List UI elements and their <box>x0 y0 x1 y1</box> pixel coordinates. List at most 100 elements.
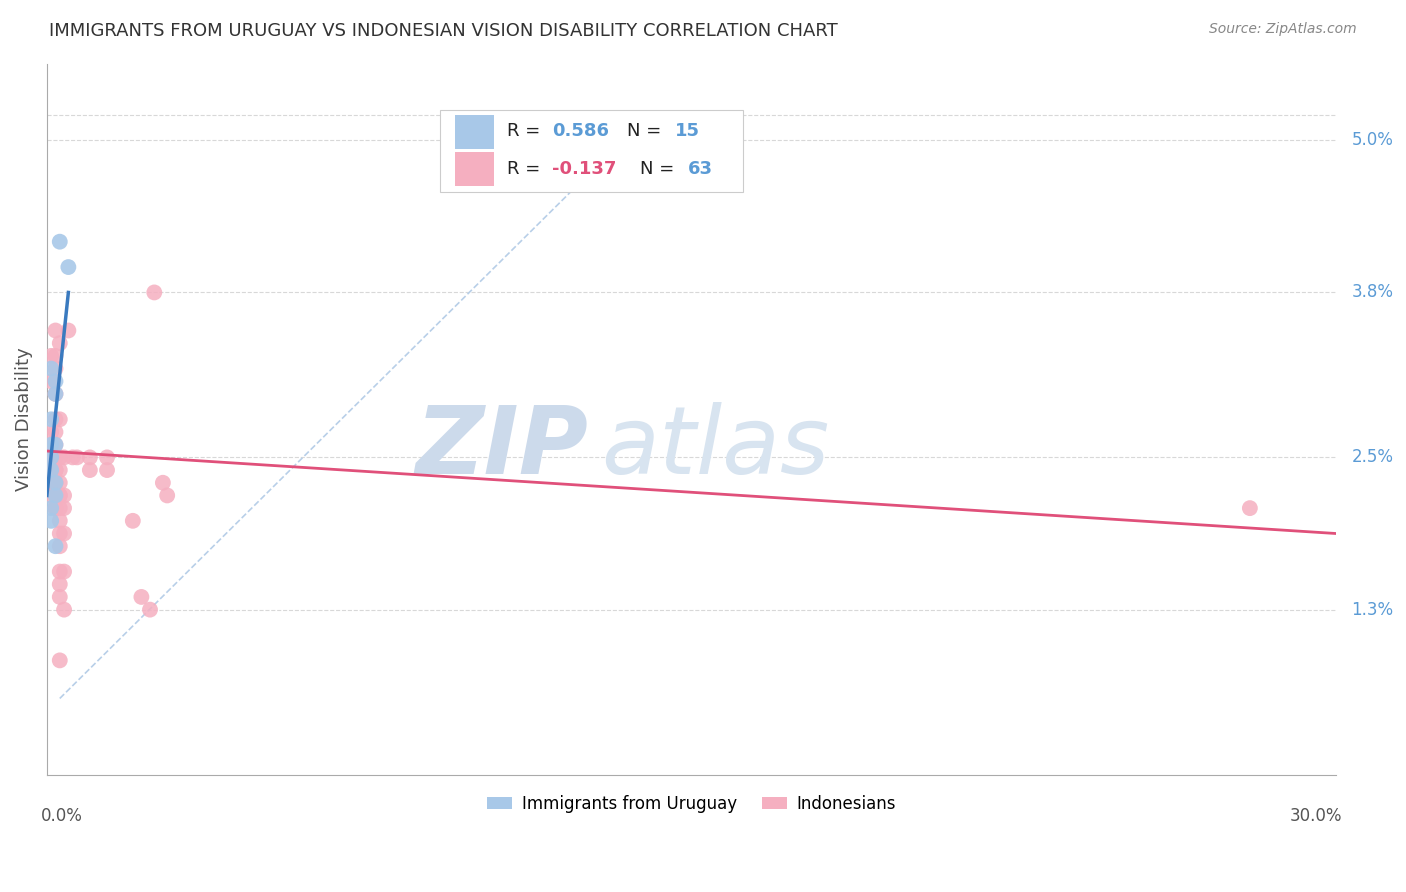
Point <box>49 501 72 516</box>
Point <box>44 488 66 502</box>
Point <box>96 463 118 477</box>
Point <box>53 526 76 541</box>
Point <box>152 475 174 490</box>
Point <box>39 361 62 376</box>
Text: R =: R = <box>508 122 546 140</box>
Point <box>39 450 62 465</box>
Point <box>39 475 62 490</box>
Point <box>49 475 72 490</box>
Point <box>44 488 66 502</box>
Point <box>39 501 62 516</box>
Point <box>53 488 76 502</box>
Point <box>53 565 76 579</box>
Text: 3.8%: 3.8% <box>1351 284 1393 301</box>
Point <box>58 260 80 274</box>
Text: atlas: atlas <box>602 402 830 493</box>
Text: IMMIGRANTS FROM URUGUAY VS INDONESIAN VISION DISABILITY CORRELATION CHART: IMMIGRANTS FROM URUGUAY VS INDONESIAN VI… <box>49 22 838 40</box>
Point <box>44 501 66 516</box>
Point <box>44 438 66 452</box>
Point <box>49 590 72 604</box>
Point <box>44 475 66 490</box>
Point <box>53 450 76 465</box>
Y-axis label: Vision Disability: Vision Disability <box>15 348 32 491</box>
Text: 15: 15 <box>675 122 700 140</box>
Point <box>49 463 72 477</box>
Point <box>49 488 72 502</box>
Point <box>49 235 72 249</box>
Point <box>121 514 143 528</box>
Text: 0.0%: 0.0% <box>41 806 83 824</box>
Point <box>39 463 62 477</box>
Point <box>44 463 66 477</box>
Text: N =: N = <box>627 122 666 140</box>
Point <box>44 475 66 490</box>
FancyBboxPatch shape <box>456 153 494 186</box>
Point <box>49 653 72 667</box>
Text: Source: ZipAtlas.com: Source: ZipAtlas.com <box>1209 22 1357 37</box>
Point <box>39 438 62 452</box>
Point <box>49 412 72 426</box>
Point <box>44 501 66 516</box>
Point <box>156 488 179 502</box>
Point <box>49 539 72 553</box>
Text: -0.137: -0.137 <box>553 160 616 178</box>
Point <box>39 463 62 477</box>
Point <box>44 412 66 426</box>
Point <box>58 324 80 338</box>
Point <box>44 450 66 465</box>
Text: 1.3%: 1.3% <box>1351 600 1393 619</box>
Point <box>39 349 62 363</box>
Point <box>39 374 62 388</box>
Point <box>49 577 72 591</box>
FancyBboxPatch shape <box>440 111 742 192</box>
Point <box>44 450 66 465</box>
Point <box>49 336 72 351</box>
Point <box>53 602 76 616</box>
Point <box>44 324 66 338</box>
Point <box>44 387 66 401</box>
Point <box>53 501 76 516</box>
Point <box>39 514 62 528</box>
Point <box>1239 501 1261 516</box>
Point <box>49 488 72 502</box>
Point <box>139 602 162 616</box>
Text: N =: N = <box>640 160 679 178</box>
Point <box>79 463 101 477</box>
Point <box>44 349 66 363</box>
Point <box>143 285 166 300</box>
Point <box>62 450 84 465</box>
Point <box>39 488 62 502</box>
Point <box>44 463 66 477</box>
Point <box>44 387 66 401</box>
Text: R =: R = <box>508 160 546 178</box>
Point <box>39 450 62 465</box>
Text: 0.586: 0.586 <box>553 122 609 140</box>
Point <box>44 488 66 502</box>
Point <box>131 590 153 604</box>
Text: 63: 63 <box>688 160 713 178</box>
Text: 30.0%: 30.0% <box>1289 806 1343 824</box>
Point <box>44 539 66 553</box>
Point <box>39 438 62 452</box>
Point <box>44 361 66 376</box>
Point <box>49 450 72 465</box>
Point <box>39 412 62 426</box>
Point <box>39 425 62 439</box>
Text: 2.5%: 2.5% <box>1351 449 1393 467</box>
Point <box>44 374 66 388</box>
FancyBboxPatch shape <box>456 115 494 149</box>
Point <box>96 450 118 465</box>
Point <box>44 501 66 516</box>
Point <box>66 450 89 465</box>
Point <box>79 450 101 465</box>
Legend: Immigrants from Uruguay, Indonesians: Immigrants from Uruguay, Indonesians <box>479 789 903 820</box>
Point <box>49 526 72 541</box>
Text: 5.0%: 5.0% <box>1351 131 1393 149</box>
Point <box>44 463 66 477</box>
Point <box>44 475 66 490</box>
Point <box>44 425 66 439</box>
Point <box>49 565 72 579</box>
Point <box>44 438 66 452</box>
Point <box>49 514 72 528</box>
Text: ZIP: ZIP <box>415 401 588 494</box>
